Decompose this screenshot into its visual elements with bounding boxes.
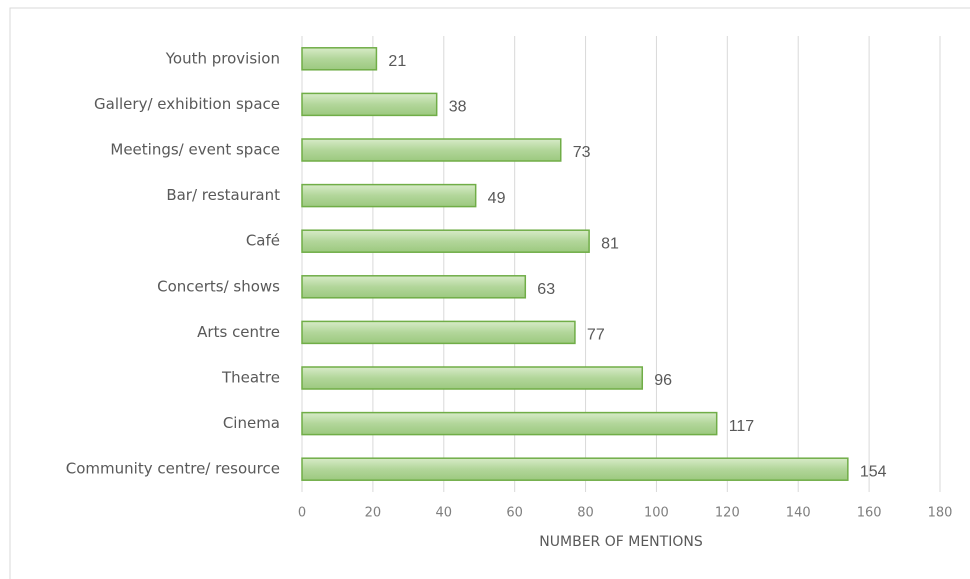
data-label: 81 <box>601 235 619 252</box>
data-label: 77 <box>587 327 605 344</box>
bar <box>301 229 590 253</box>
x-tick-label: 80 <box>577 506 594 521</box>
y-tick-label: Meetings/ event space <box>110 141 280 159</box>
bar <box>301 183 477 208</box>
bar <box>301 47 378 71</box>
bar <box>301 92 438 117</box>
data-label: 117 <box>729 418 755 435</box>
y-tick-label: Bar/ restaurant <box>166 186 280 204</box>
y-tick-label: Youth provision <box>165 49 280 67</box>
y-tick-label: Arts centre <box>197 323 280 341</box>
x-tick-label: 20 <box>365 506 382 521</box>
y-tick-label: Community centre/ resource <box>66 460 280 478</box>
y-tick-label: Concerts/ shows <box>157 277 280 295</box>
x-tick-label: 0 <box>298 506 306 521</box>
y-tick-label: Theatre <box>221 369 280 387</box>
bar <box>301 138 562 162</box>
x-axis-title: NUMBER OF MENTIONS <box>539 534 703 550</box>
bar <box>301 320 576 345</box>
data-label: 49 <box>488 190 506 207</box>
data-label: 63 <box>537 281 555 298</box>
data-label: 154 <box>860 463 887 480</box>
bar <box>301 411 718 436</box>
y-tick-label: Gallery/ exhibition space <box>94 95 280 113</box>
x-tick-label: 160 <box>857 506 882 521</box>
data-label: 38 <box>449 99 467 116</box>
x-tick-label: 60 <box>506 506 523 521</box>
x-tick-label: 100 <box>644 506 669 521</box>
bar <box>301 366 644 390</box>
bar <box>301 275 527 299</box>
data-label: 96 <box>654 372 672 389</box>
x-tick-label: 140 <box>786 506 811 521</box>
y-tick-label: Cinema <box>223 414 280 432</box>
bar <box>301 457 849 481</box>
x-tick-label: 120 <box>715 506 740 521</box>
x-tick-label: 180 <box>928 506 953 521</box>
title-band <box>0 0 330 6</box>
data-label: 73 <box>573 144 591 161</box>
y-tick-label: Café <box>246 232 280 250</box>
data-label: 21 <box>388 53 406 70</box>
x-tick-label: 40 <box>436 506 453 521</box>
